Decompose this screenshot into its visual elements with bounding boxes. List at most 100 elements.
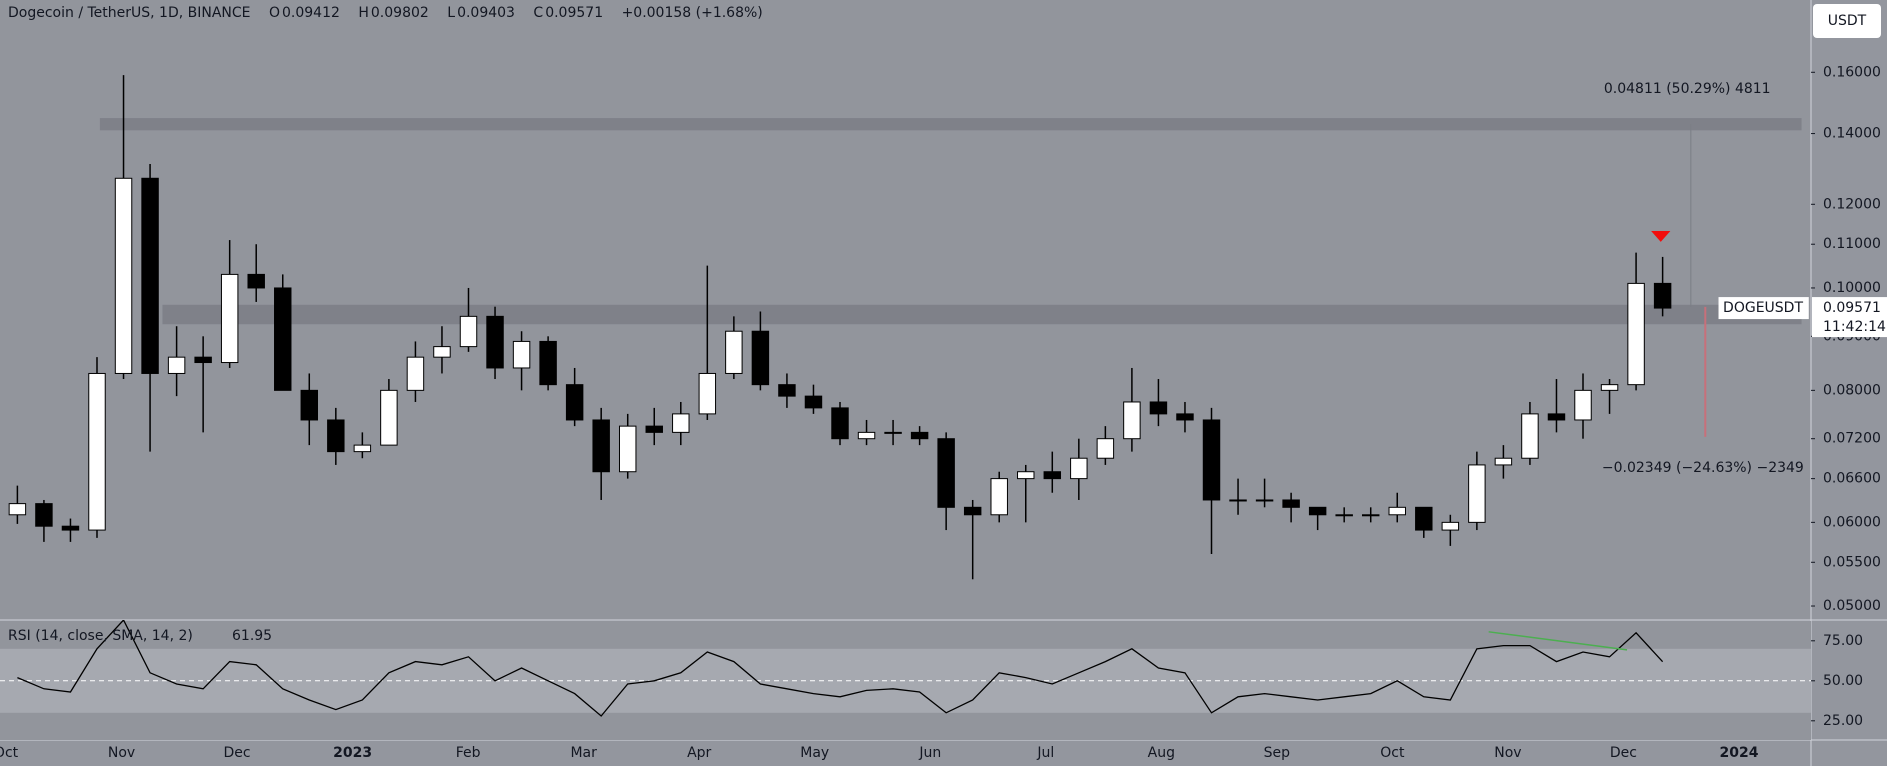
- x-tick-label: Jul: [1036, 745, 1054, 761]
- y-tick-label: 75.00: [1823, 633, 1863, 649]
- x-tick-label: Feb: [456, 745, 481, 761]
- candle-body: [672, 413, 690, 433]
- x-tick-label: Mar: [570, 745, 597, 761]
- currency-box[interactable]: [1813, 4, 1881, 38]
- candle-body: [35, 503, 53, 527]
- x-tick-label: Dec: [224, 745, 251, 761]
- x-tick-label: Nov: [108, 745, 135, 761]
- candle-body: [61, 525, 80, 531]
- countdown: 11:42:14: [1823, 319, 1886, 335]
- candle-body: [963, 506, 982, 516]
- y-tick-label: 0.11000: [1823, 236, 1881, 252]
- x-tick-label: Nov: [1494, 745, 1521, 761]
- symbol-tag: DOGEUSDT: [1723, 300, 1803, 316]
- y-tick-label: 0.06000: [1823, 514, 1881, 530]
- high: 0.09802: [370, 5, 429, 21]
- resistance-zone: [162, 304, 1802, 325]
- candle-body: [380, 389, 398, 446]
- divergence-line: [1488, 631, 1628, 651]
- candle-body: [1176, 413, 1194, 421]
- candle-body: [88, 372, 106, 531]
- candle-body: [247, 273, 265, 289]
- candle-body: [1070, 457, 1088, 480]
- candle-body: [937, 438, 955, 508]
- y-tick-label: 50.00: [1823, 673, 1863, 689]
- candle-body: [990, 478, 1008, 516]
- x-tick-label: Dec: [1610, 745, 1637, 761]
- candle-body: [1441, 521, 1460, 531]
- candle-body: [1600, 384, 1619, 391]
- sell-marker: [1651, 231, 1671, 242]
- symbol-tag-box: [1718, 297, 1809, 320]
- y-tick-label: 0.08000: [1823, 382, 1881, 398]
- x-tick-label: May: [800, 745, 829, 761]
- open: 0.09412: [282, 5, 340, 21]
- candle-body: [1017, 471, 1035, 480]
- y-tick-label: 0.07200: [1823, 431, 1881, 447]
- candle-body: [1255, 499, 1274, 502]
- candle-body: [1043, 471, 1062, 480]
- candle-body: [539, 340, 557, 386]
- candle-body: [1653, 282, 1672, 309]
- currency[interactable]: USDT: [1828, 13, 1867, 29]
- candle-body: [751, 330, 770, 386]
- candle-body: [565, 384, 584, 421]
- candle-body: [1388, 506, 1406, 516]
- high-label: H: [358, 5, 369, 21]
- candle-body: [406, 356, 425, 391]
- candle-body: [327, 419, 345, 453]
- candle-body: [512, 340, 531, 369]
- candle-body: [194, 356, 212, 364]
- x-tick-label: Apr: [687, 745, 711, 761]
- candle-body: [486, 315, 504, 369]
- candle-body: [433, 346, 451, 358]
- candle-body: [857, 431, 876, 440]
- low: 0.09403: [457, 5, 515, 21]
- x-tick-label: Sep: [1264, 745, 1291, 761]
- candle-body: [1149, 401, 1168, 415]
- candle-body: [910, 431, 929, 440]
- y-tick-label: 25.00: [1823, 713, 1863, 729]
- rsi-value: 61.95: [232, 628, 272, 644]
- candle-body: [274, 287, 292, 391]
- x-tick-label: Oct: [0, 745, 19, 761]
- symbol: Dogecoin / TetherUS, 1D, BINANCE: [8, 5, 251, 21]
- candle-body: [8, 503, 27, 516]
- candle-body: [778, 384, 796, 397]
- candle-body: [725, 330, 743, 374]
- y-tick-label: 0.05000: [1823, 598, 1881, 614]
- candle-body: [1494, 457, 1513, 466]
- y-tick-label: 0.05500: [1823, 554, 1881, 570]
- candle-body: [353, 444, 372, 453]
- candle-body: [141, 177, 159, 374]
- measure-label: −0.02349 (−24.63%) −2349: [1602, 460, 1804, 476]
- resistance-zone: [99, 118, 1802, 131]
- candle-body: [1308, 506, 1327, 516]
- measure-label: 0.04811 (50.29%) 4811: [1604, 81, 1771, 97]
- y-tick-label: 0.06600: [1823, 471, 1881, 487]
- candle-body: [1521, 413, 1539, 459]
- y-tick-label: 0.14000: [1823, 126, 1881, 142]
- candle-body: [1282, 499, 1300, 508]
- close-label: C: [533, 5, 544, 21]
- candle-body: [1361, 514, 1380, 517]
- x-tick-label: 2023: [333, 745, 372, 761]
- close: 0.09571: [545, 5, 604, 21]
- change: +0.00158 (+1.68%): [621, 5, 763, 21]
- x-tick-label: 2024: [1719, 745, 1758, 761]
- candle-body: [220, 273, 239, 364]
- open-label: O: [268, 5, 280, 21]
- candle-body: [167, 356, 186, 374]
- candle-body: [459, 315, 478, 348]
- candle-body: [1468, 464, 1486, 523]
- candle-body: [1574, 389, 1592, 421]
- x-tick-label: Oct: [1380, 745, 1405, 761]
- candle-body: [1627, 282, 1645, 386]
- candle-body: [1202, 419, 1221, 501]
- candle-body: [1547, 413, 1566, 421]
- candle-body: [698, 372, 717, 415]
- rsi-line: [17, 620, 1664, 717]
- y-tick-label: 0.10000: [1823, 280, 1881, 296]
